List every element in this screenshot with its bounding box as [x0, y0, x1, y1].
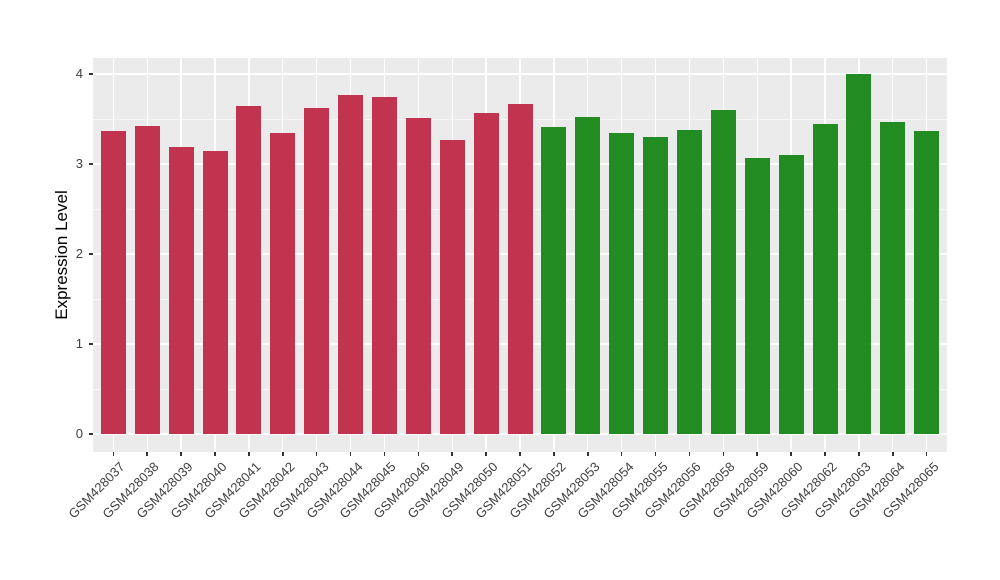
x-axis-tick: [892, 452, 894, 456]
x-axis-tick: [485, 452, 487, 456]
plot-panel: [93, 58, 947, 452]
y-axis-tick: [89, 253, 93, 255]
x-axis-tick: [417, 452, 420, 456]
y-axis-tick: [89, 433, 93, 435]
x-axis-tick: [451, 452, 453, 456]
bar: [812, 124, 838, 434]
x-axis-tick: [315, 452, 318, 456]
bar: [236, 105, 262, 434]
bar: [914, 130, 940, 434]
x-axis-tick: [248, 452, 250, 456]
x-axis-tick: [620, 452, 623, 456]
x-axis-tick: [180, 452, 182, 456]
x-axis-tick: [688, 452, 691, 456]
x-axis-tick: [925, 452, 928, 456]
x-axis-tick: [790, 452, 792, 456]
y-tick-label: 3: [75, 156, 83, 171]
y-tick-label: 0: [75, 426, 83, 441]
x-axis-tick: [824, 452, 826, 456]
bar: [507, 103, 533, 434]
bar: [168, 146, 194, 434]
x-axis-tick: [756, 452, 758, 456]
x-axis-tick: [349, 452, 352, 456]
bar: [202, 150, 228, 434]
x-axis-tick: [587, 452, 589, 456]
bar: [439, 139, 465, 434]
y-tick-label: 4: [75, 66, 83, 81]
bar: [541, 127, 567, 434]
x-axis-tick: [214, 452, 216, 456]
x-axis-tick: [858, 452, 860, 456]
bar: [778, 155, 804, 434]
bar: [270, 132, 296, 434]
bar: [338, 94, 364, 434]
bar: [609, 133, 635, 434]
x-axis-tick: [553, 452, 555, 456]
bar: [405, 118, 431, 434]
bar: [710, 110, 736, 434]
bar: [473, 112, 499, 434]
bar: [880, 121, 906, 434]
bar: [676, 129, 702, 434]
bar: [100, 130, 126, 434]
y-tick-label: 2: [75, 246, 83, 261]
x-axis-tick: [112, 452, 115, 456]
bar: [643, 137, 669, 434]
x-axis-tick: [383, 452, 386, 456]
bar: [304, 108, 330, 434]
bar: [134, 126, 160, 434]
y-axis-tick: [89, 73, 93, 75]
bar: [575, 117, 601, 434]
y-axis-tick: [89, 343, 93, 345]
y-axis-tick: [89, 163, 93, 165]
x-axis-tick: [146, 452, 148, 456]
x-axis-tick: [282, 452, 284, 456]
bar: [846, 74, 872, 434]
bar: [371, 97, 397, 434]
y-tick-label: 1: [75, 336, 83, 351]
x-axis-tick: [654, 452, 657, 456]
x-axis-tick: [722, 452, 725, 456]
bar: [744, 157, 770, 434]
x-axis-tick: [519, 452, 521, 456]
